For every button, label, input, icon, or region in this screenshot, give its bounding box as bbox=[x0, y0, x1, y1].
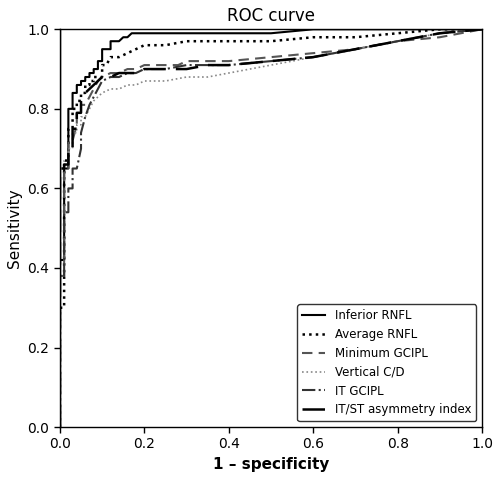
X-axis label: 1 – specificity: 1 – specificity bbox=[213, 457, 329, 472]
Y-axis label: Sensitivity: Sensitivity bbox=[7, 188, 22, 268]
Title: ROC curve: ROC curve bbox=[227, 7, 315, 25]
Legend: Inferior RNFL, Average RNFL, Minimum GCIPL, Vertical C/D, IT GCIPL, IT/ST asymme: Inferior RNFL, Average RNFL, Minimum GCI… bbox=[297, 304, 476, 421]
